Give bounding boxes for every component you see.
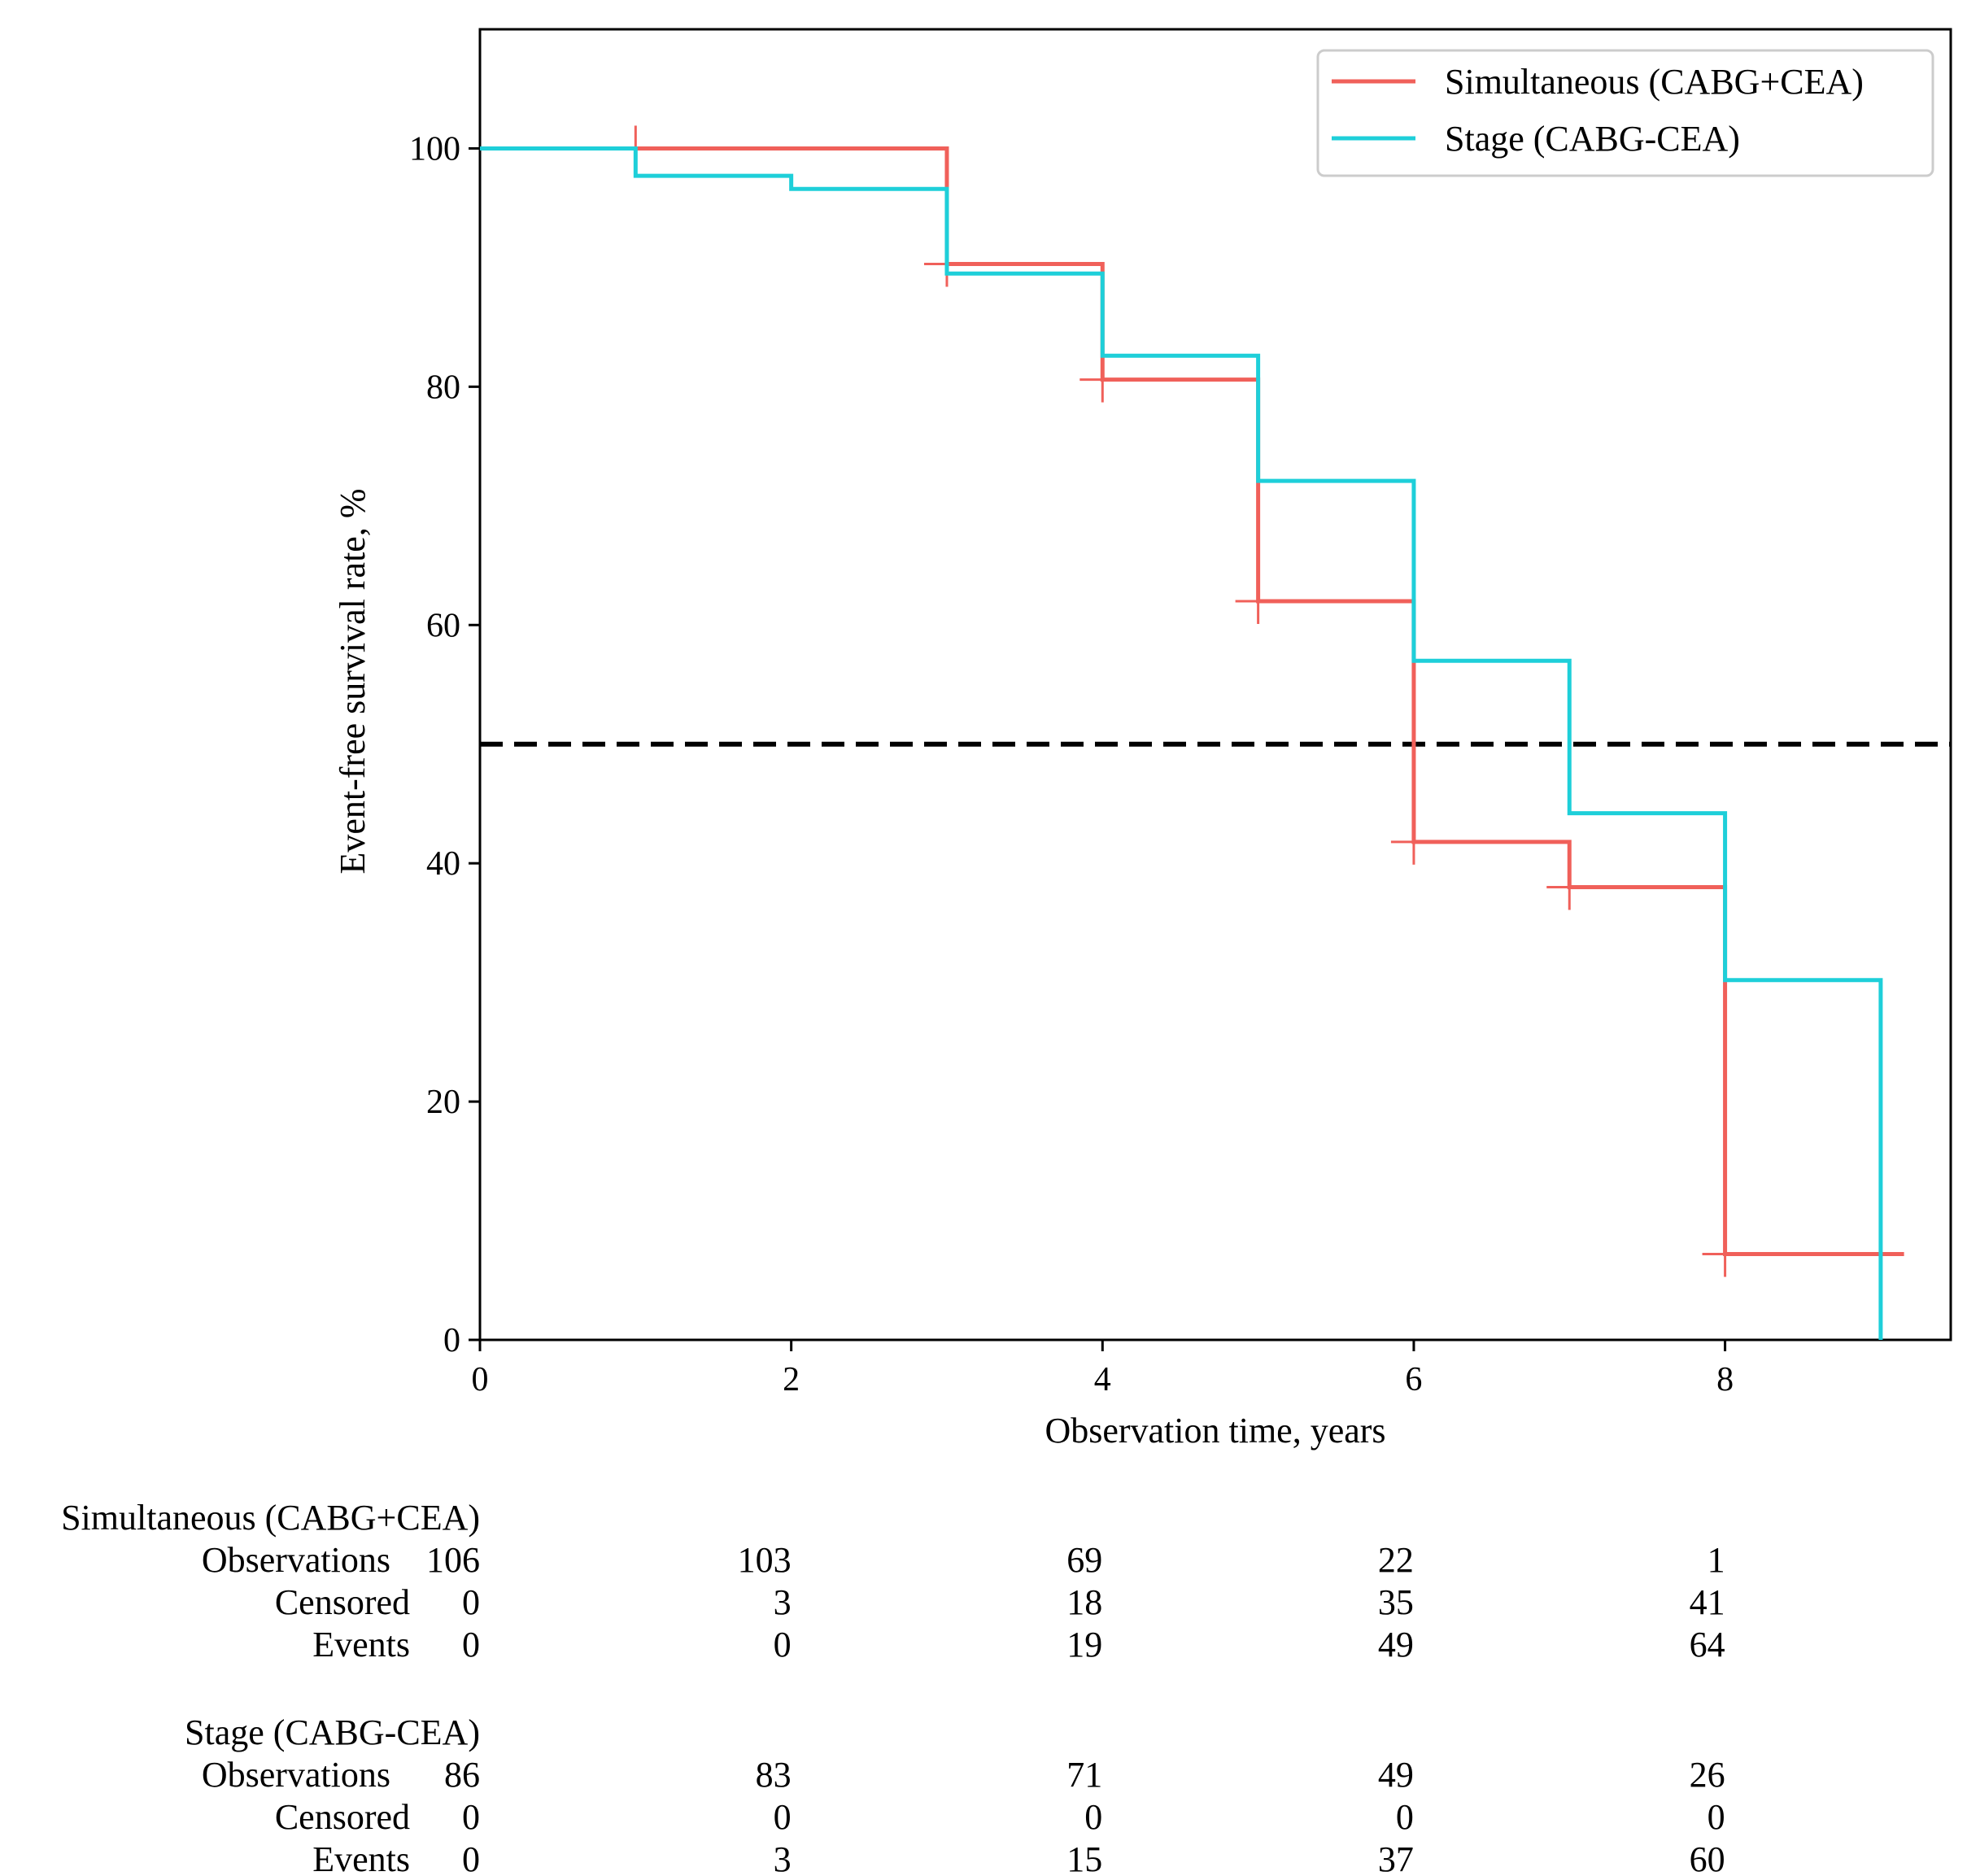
y-axis-label: Event-free survival rate, % — [333, 489, 373, 875]
risk-cell-events: 0 — [462, 1839, 480, 1876]
risk-cell-events: 19 — [1066, 1625, 1102, 1664]
risk-cell-events: 60 — [1690, 1839, 1725, 1876]
risk-cell-censored: 0 — [1707, 1797, 1725, 1837]
plot-frame — [478, 28, 1952, 1342]
risk-cell-observations: 71 — [1066, 1755, 1102, 1795]
y-tick-label-20: 20 — [426, 1084, 460, 1121]
y-tick-label-100: 100 — [409, 130, 460, 168]
risk-cell-censored: 35 — [1378, 1582, 1414, 1622]
x-axis-label: Observation time, years — [1045, 1411, 1385, 1451]
risk-row-label-events: Events — [312, 1625, 410, 1664]
y-tick-label-80: 80 — [426, 369, 460, 406]
x-tick-label-6: 6 — [1405, 1361, 1422, 1398]
y-tick-label-0: 0 — [443, 1322, 460, 1359]
risk-cell-events: 49 — [1378, 1625, 1414, 1664]
risk-row-label-censored: Censored — [275, 1582, 410, 1622]
risk-cell-events: 0 — [462, 1625, 480, 1664]
risk-cell-events: 15 — [1066, 1839, 1102, 1876]
risk-cell-observations: 22 — [1378, 1540, 1414, 1580]
risk-cell-observations: 106 — [426, 1540, 480, 1580]
legend-label-stage: Stage (CABG-CEA) — [1445, 119, 1740, 159]
risk-group-title-1: Stage (CABG-CEA) — [185, 1712, 480, 1752]
risk-row-label-censored: Censored — [275, 1797, 410, 1837]
risk-cell-censored: 41 — [1690, 1582, 1725, 1622]
risk-cell-censored: 0 — [1084, 1797, 1102, 1837]
risk-cell-censored: 0 — [462, 1582, 480, 1622]
risk-cell-events: 37 — [1378, 1839, 1414, 1876]
risk-cell-events: 3 — [774, 1839, 792, 1876]
x-tick-label-8: 8 — [1716, 1361, 1734, 1398]
risk-cell-censored: 0 — [1396, 1797, 1414, 1837]
risk-cell-observations: 86 — [444, 1755, 480, 1795]
y-tick-label-60: 60 — [426, 607, 460, 644]
risk-row-label-observations: Observations — [202, 1755, 390, 1795]
risk-cell-observations: 83 — [756, 1755, 792, 1795]
x-tick-label-4: 4 — [1094, 1361, 1111, 1398]
risk-cell-censored: 0 — [462, 1797, 480, 1837]
risk-cell-observations: 103 — [738, 1540, 792, 1580]
risk-row-label-events: Events — [312, 1839, 410, 1876]
risk-cell-events: 64 — [1690, 1625, 1725, 1664]
risk-cell-observations: 69 — [1066, 1540, 1102, 1580]
risk-cell-events: 0 — [774, 1625, 792, 1664]
legend: Simultaneous (CABG+CEA) Stage (CABG-CEA) — [1316, 49, 1934, 177]
x-tick-label-0: 0 — [472, 1361, 489, 1398]
legend-label-simultaneous: Simultaneous (CABG+CEA) — [1445, 62, 1864, 102]
risk-group-title-0: Simultaneous (CABG+CEA) — [61, 1498, 480, 1538]
series-line-0 — [480, 146, 1904, 1257]
legend-box — [1316, 49, 1934, 177]
risk-cell-censored: 18 — [1066, 1582, 1102, 1622]
risk-cell-observations: 26 — [1690, 1755, 1725, 1795]
y-tick-label-40: 40 — [426, 845, 460, 883]
risk-row-label-observations: Observations — [202, 1540, 390, 1580]
series-line-1 — [480, 146, 1883, 1340]
risk-cell-observations: 49 — [1378, 1755, 1414, 1795]
x-tick-label-2: 2 — [783, 1361, 800, 1398]
risk-cell-censored: 3 — [774, 1582, 792, 1622]
risk-table: Simultaneous (CABG+CEA)Observations 106 10… — [61, 1498, 1725, 1876]
risk-cell-censored: 0 — [774, 1797, 792, 1837]
risk-cell-observations: 1 — [1707, 1540, 1725, 1580]
